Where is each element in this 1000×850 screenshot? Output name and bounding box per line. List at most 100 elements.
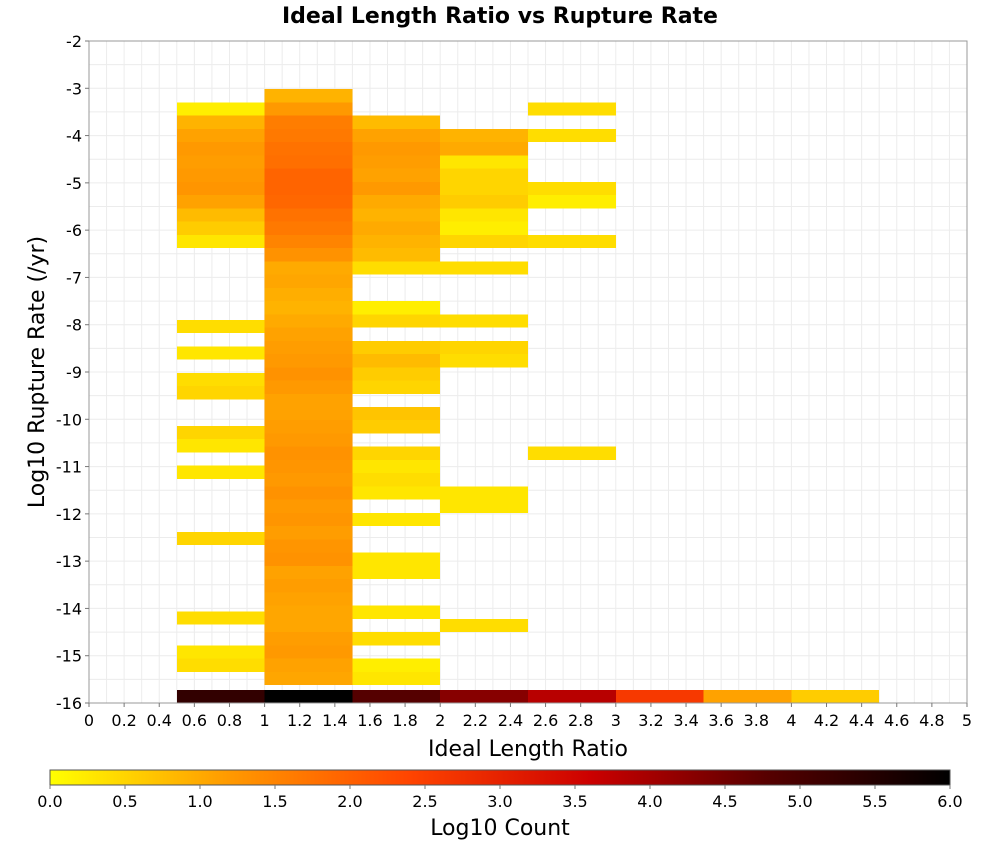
heatmap-cell xyxy=(176,142,265,156)
x-tick-label: 4.6 xyxy=(884,711,909,730)
heatmap-cell xyxy=(264,393,353,407)
heatmap-cell xyxy=(264,128,353,143)
heatmap-cell xyxy=(352,406,441,421)
heatmap-cell xyxy=(352,658,441,672)
heatmap-cell xyxy=(440,486,528,500)
colorbar-tick-label: 6.0 xyxy=(937,792,962,811)
heatmap-cell xyxy=(352,420,441,434)
y-tick-label: -2 xyxy=(66,32,82,51)
heatmap-cell xyxy=(440,354,528,368)
heatmap-cell xyxy=(440,261,528,275)
x-tick-label: 3.2 xyxy=(638,711,663,730)
heatmap-cell xyxy=(440,689,528,703)
colorbar-tick-label: 5.5 xyxy=(862,792,887,811)
colorbar-tick-label: 2.5 xyxy=(412,792,437,811)
heatmap-cell xyxy=(264,354,353,368)
heatmap-cell xyxy=(176,128,265,143)
heatmap-cell xyxy=(440,314,528,328)
heatmap-cell xyxy=(352,565,441,580)
heatmap-cell xyxy=(264,539,353,553)
colorbar-label: Log10 Count xyxy=(430,816,570,841)
heatmap-cell xyxy=(703,689,792,703)
heatmap-cell xyxy=(528,128,616,143)
y-tick-label: -3 xyxy=(66,79,82,98)
colorbar-tick-label: 3.5 xyxy=(562,792,587,811)
heatmap-cell xyxy=(264,314,353,328)
heatmap-cell xyxy=(440,208,528,222)
x-axis-label: Ideal Length Ratio xyxy=(428,737,628,762)
heatmap-cell xyxy=(352,459,441,474)
x-tick-label: 0.2 xyxy=(111,711,136,730)
heatmap-cell xyxy=(352,486,441,500)
heatmap-cell xyxy=(264,592,353,606)
heatmap-cell xyxy=(352,142,441,156)
heatmap-cell xyxy=(440,142,528,156)
heatmap-cell xyxy=(264,102,353,116)
heatmap-cell xyxy=(176,386,265,400)
colorbar-tick-label: 5.0 xyxy=(787,792,812,811)
y-tick-label: -12 xyxy=(56,505,82,524)
heatmap-cell xyxy=(352,234,441,249)
heatmap-cell xyxy=(528,181,616,196)
heatmap-cell xyxy=(176,155,265,169)
heatmap-cell xyxy=(352,632,441,646)
heatmap-cell xyxy=(440,618,528,633)
heatmap-cell xyxy=(176,689,265,703)
heatmap-cell xyxy=(176,611,265,625)
heatmap-cell xyxy=(264,208,353,222)
x-tick-label: 1.4 xyxy=(322,711,347,730)
y-tick-label: -4 xyxy=(66,127,82,146)
heatmap-cell xyxy=(176,115,265,129)
x-tick-label: 4.8 xyxy=(919,711,944,730)
heatmap-cell xyxy=(264,287,353,302)
x-tick-label: 2.4 xyxy=(498,711,523,730)
heatmap-cell xyxy=(352,552,441,566)
x-tick-label: 3.6 xyxy=(708,711,733,730)
x-tick-label: 4 xyxy=(786,711,796,730)
colorbar-tick-label: 2.0 xyxy=(337,792,362,811)
heatmap-cell xyxy=(264,420,353,434)
y-tick-label: -15 xyxy=(56,647,82,666)
x-tick-label: 2.8 xyxy=(568,711,593,730)
heatmap-cell xyxy=(352,168,441,182)
heatmap-cell xyxy=(176,234,265,249)
heatmap-cell xyxy=(352,380,441,394)
heatmap-cell xyxy=(264,486,353,500)
heatmap-cell xyxy=(352,115,441,129)
heatmap-cell xyxy=(264,565,353,580)
heatmap-cell xyxy=(176,221,265,235)
x-tick-label: 1.8 xyxy=(392,711,417,730)
heatmap-cell xyxy=(440,234,528,249)
heatmap-cell xyxy=(264,605,353,619)
heatmap-cell xyxy=(264,618,353,633)
colorbar-tick-label: 0.5 xyxy=(112,792,137,811)
heatmap-cell xyxy=(352,195,441,209)
x-axis-ticks: 0 0.2 0.4 0.6 0.8 1 1.2 1.4 1.6 1.8 2 2.2 2.4 2.6 2.8 3… xyxy=(84,703,972,730)
colorbar-tick-label: 4.5 xyxy=(712,792,737,811)
x-tick-label: 4.2 xyxy=(814,711,839,730)
heatmap-cell xyxy=(264,181,353,196)
heatmap-cell xyxy=(264,367,353,381)
x-tick-label: 3 xyxy=(611,711,621,730)
heatmap-cell xyxy=(176,439,265,453)
heatmap-cell xyxy=(528,195,616,209)
heatmap-cell xyxy=(440,128,528,143)
heatmap-cell xyxy=(528,689,616,703)
heatmap-cell xyxy=(264,327,353,341)
heatmap-cell xyxy=(176,208,265,222)
chart-title: Ideal Length Ratio vs Rupture Rate xyxy=(282,4,718,29)
heatmap-cell xyxy=(440,155,528,169)
heatmap-cell xyxy=(528,234,616,249)
y-tick-label: -16 xyxy=(56,694,82,713)
heatmap-cell xyxy=(176,195,265,209)
heatmap-cell xyxy=(352,261,441,275)
heatmap-cell xyxy=(176,181,265,196)
heatmap-cell xyxy=(176,102,265,116)
y-axis-ticks: -2 -3 -4 -5 -6 -7 -8 -9 -10 -11 -12 -13 -14 -15 -16 xyxy=(56,32,89,713)
y-tick-label: -14 xyxy=(56,599,82,618)
heatmap-cell xyxy=(440,221,528,235)
heatmap-cell xyxy=(352,340,441,355)
heatmap-cell xyxy=(264,512,353,527)
colorbar-tick-label: 1.5 xyxy=(262,792,287,811)
heatmap-cell xyxy=(440,340,528,355)
